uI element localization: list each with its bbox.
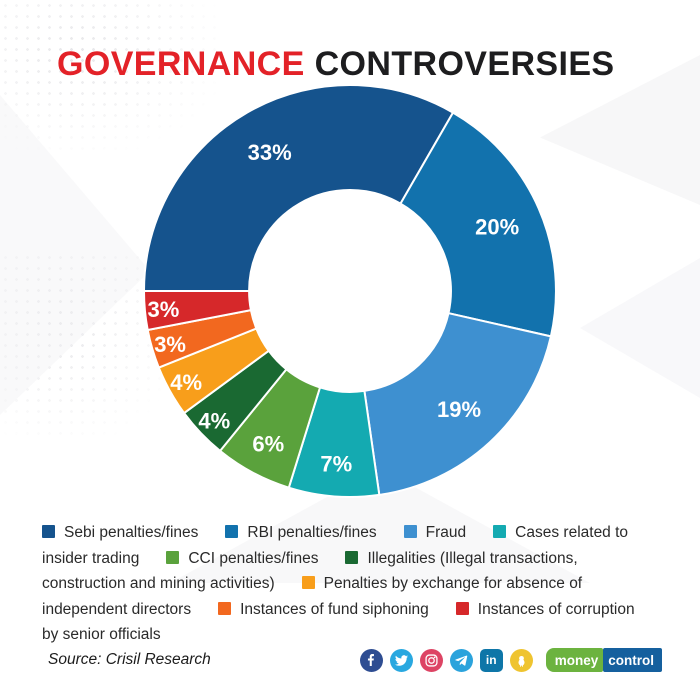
legend-item: RBI penalties/fines bbox=[225, 524, 377, 541]
moneycontrol-logo[interactable]: money control bbox=[545, 648, 662, 672]
slice-label: 20% bbox=[475, 215, 519, 240]
legend-swatch bbox=[403, 525, 417, 538]
legend-swatch bbox=[166, 550, 180, 564]
legend-label: CCI penalties/fines bbox=[188, 549, 319, 567]
slice-label: 3% bbox=[148, 297, 180, 322]
donut-chart: 33% 20% 19% 7% 6% 4% 4% 3% 3% bbox=[142, 84, 557, 498]
linkedin-in-glyph: in bbox=[485, 653, 497, 667]
slice-label: 19% bbox=[437, 397, 481, 422]
slice-label: 4% bbox=[198, 408, 230, 433]
legend-swatch bbox=[218, 601, 232, 615]
slice-label: 33% bbox=[248, 140, 292, 165]
donut-slice bbox=[142, 84, 455, 292]
instagram-icon[interactable] bbox=[419, 648, 443, 672]
slice-label: 3% bbox=[154, 332, 186, 357]
legend-label: Sebi penalties/fines bbox=[64, 524, 199, 541]
legend-label: Fraud bbox=[425, 524, 467, 541]
twitter-bird-glyph bbox=[394, 654, 408, 666]
title-highlight: GOVERNANCE bbox=[57, 44, 305, 83]
telegram-plane-glyph bbox=[455, 655, 467, 666]
chart-legend: Sebi penalties/fines RBI penalties/fines F… bbox=[42, 520, 646, 648]
facebook-icon[interactable] bbox=[359, 648, 383, 672]
linkedin-icon[interactable]: in bbox=[479, 648, 503, 672]
legend-swatch bbox=[42, 525, 55, 538]
slice-label: 7% bbox=[320, 452, 352, 477]
telegram-icon[interactable] bbox=[449, 648, 473, 672]
legend-swatch bbox=[301, 576, 315, 589]
page-title: GOVERNANCE CONTROVERSIES bbox=[57, 45, 614, 84]
legend-item: Instances of fund siphoning bbox=[218, 601, 429, 618]
legend-swatch bbox=[225, 525, 239, 538]
legend-swatch bbox=[345, 550, 359, 564]
legend-swatch bbox=[455, 601, 469, 615]
slice-label: 6% bbox=[252, 432, 284, 457]
legend-label: Instances of fund siphoning bbox=[240, 600, 429, 618]
legend-label: RBI penalties/fines bbox=[247, 524, 377, 541]
footer-social-bar: in money control bbox=[359, 648, 662, 672]
slice-label: 4% bbox=[170, 370, 202, 395]
koo-icon[interactable] bbox=[509, 648, 533, 672]
legend-label: Instances of corruption by senior offici… bbox=[42, 600, 635, 644]
legend-swatch bbox=[493, 525, 507, 538]
facebook-glyph bbox=[368, 654, 375, 666]
source-note: Source: Crisil Research bbox=[48, 651, 211, 668]
moneycontrol-control-segment: control bbox=[603, 648, 662, 672]
moneycontrol-money-segment: money bbox=[545, 648, 604, 672]
donut-slice bbox=[399, 111, 557, 338]
legend-item: Instances of corruption by senior offici… bbox=[42, 601, 635, 644]
title-rest: CONTROVERSIES bbox=[314, 44, 615, 83]
koo-bird-glyph bbox=[518, 655, 525, 667]
twitter-icon[interactable] bbox=[389, 648, 413, 672]
legend-item: CCI penalties/fines bbox=[166, 550, 318, 567]
instagram-camera-glyph bbox=[425, 653, 438, 667]
legend-item: Fraud bbox=[403, 524, 467, 541]
legend-item: Sebi penalties/fines bbox=[42, 524, 198, 541]
